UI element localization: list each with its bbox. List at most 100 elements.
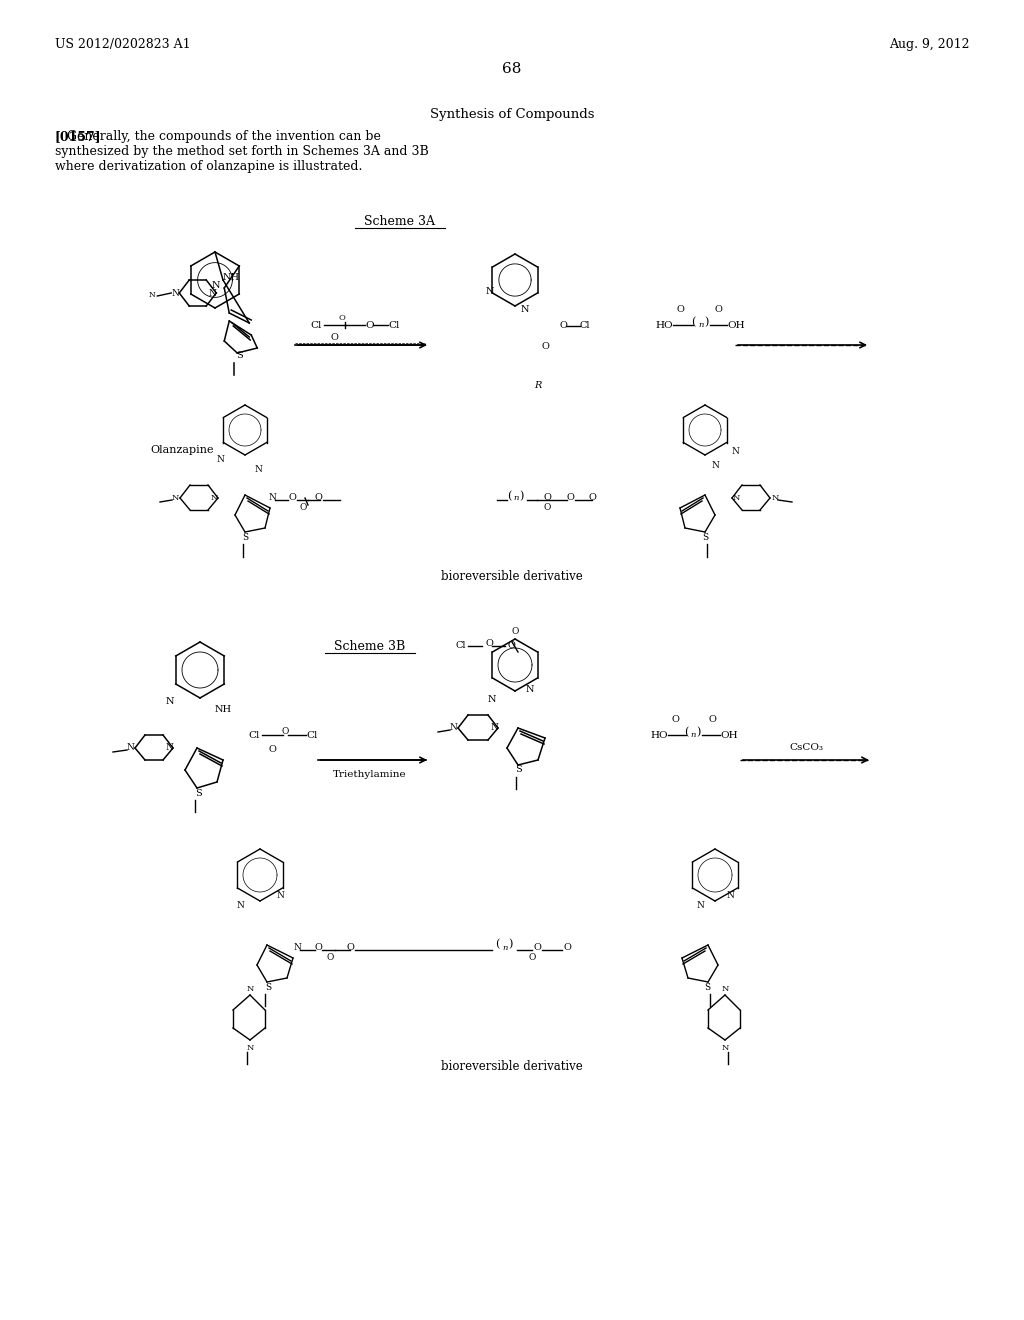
Text: O: O: [563, 944, 571, 953]
Text: N: N: [210, 494, 218, 502]
Text: Triethylamine: Triethylamine: [333, 770, 407, 779]
Text: O: O: [365, 321, 374, 330]
Text: N: N: [771, 494, 778, 502]
Text: Cl: Cl: [310, 321, 322, 330]
Text: O: O: [588, 494, 596, 503]
Text: ): ): [519, 491, 523, 502]
Text: S: S: [236, 351, 243, 360]
Text: N: N: [247, 985, 254, 993]
Text: N: N: [276, 891, 284, 899]
Text: O: O: [560, 321, 568, 330]
Text: n: n: [698, 321, 703, 329]
Text: S: S: [703, 982, 710, 991]
Text: O: O: [330, 333, 338, 342]
Text: O: O: [541, 342, 549, 351]
Text: O: O: [281, 727, 289, 737]
Text: N: N: [254, 466, 262, 474]
Text: N: N: [247, 1044, 254, 1052]
Text: CsCO₃: CsCO₃: [790, 743, 823, 752]
Text: O: O: [314, 494, 322, 503]
Text: O: O: [299, 503, 306, 512]
Text: Cl: Cl: [388, 321, 399, 330]
Text: S: S: [516, 766, 522, 775]
Text: O: O: [327, 953, 334, 962]
Text: Cl: Cl: [580, 321, 591, 330]
Text: [0157]: [0157]: [55, 129, 101, 143]
Text: O: O: [314, 944, 322, 953]
Text: S: S: [265, 982, 271, 991]
Text: N: N: [732, 494, 739, 502]
Text: ): ): [705, 317, 709, 327]
Text: N: N: [450, 723, 457, 733]
Text: O: O: [671, 715, 679, 725]
Text: O: O: [544, 503, 551, 512]
Text: (: (: [507, 491, 511, 502]
Text: O: O: [288, 494, 296, 503]
Text: S: S: [195, 788, 202, 797]
Text: N: N: [171, 289, 179, 297]
Text: Cl: Cl: [248, 730, 259, 739]
Text: N: N: [268, 494, 275, 503]
Text: N: N: [731, 447, 739, 457]
Text: NH: NH: [214, 705, 231, 714]
Text: O: O: [268, 744, 275, 754]
Text: (: (: [684, 727, 688, 737]
Text: OH: OH: [720, 730, 737, 739]
Text: N: N: [126, 743, 134, 752]
Text: N: N: [490, 723, 498, 733]
Text: O: O: [543, 494, 551, 503]
Text: n: n: [690, 731, 695, 739]
Text: N: N: [165, 743, 173, 752]
Text: O: O: [714, 305, 722, 314]
Text: Synthesis of Compounds: Synthesis of Compounds: [430, 108, 594, 121]
Text: Cl: Cl: [455, 640, 466, 649]
Text: N: N: [721, 985, 729, 993]
Text: O: O: [676, 305, 684, 314]
Text: bioreversible derivative: bioreversible derivative: [441, 570, 583, 583]
Text: (: (: [691, 317, 695, 327]
Text: Scheme 3B: Scheme 3B: [335, 640, 406, 653]
Text: Cl: Cl: [306, 730, 317, 739]
Text: n: n: [502, 944, 507, 952]
Text: N: N: [212, 281, 220, 289]
Text: N: N: [293, 944, 301, 953]
Text: N: N: [711, 461, 719, 470]
Text: N: N: [487, 696, 497, 705]
Text: O: O: [534, 944, 541, 953]
Text: R: R: [535, 380, 542, 389]
Text: O: O: [339, 314, 345, 322]
Text: HO: HO: [650, 730, 668, 739]
Text: S: S: [242, 533, 248, 543]
Text: N: N: [166, 697, 174, 706]
Text: S: S: [701, 533, 708, 543]
Text: N: N: [726, 891, 734, 899]
Text: O: O: [485, 639, 493, 648]
Text: NH: NH: [222, 272, 240, 281]
Text: N: N: [485, 288, 495, 297]
Text: N: N: [721, 1044, 729, 1052]
Text: N: N: [696, 900, 703, 909]
Text: N: N: [521, 305, 529, 314]
Text: O: O: [346, 944, 354, 953]
Text: n: n: [513, 494, 518, 502]
Text: bioreversible derivative: bioreversible derivative: [441, 1060, 583, 1073]
Text: US 2012/0202823 A1: US 2012/0202823 A1: [55, 38, 190, 51]
Text: Olanzapine: Olanzapine: [150, 445, 213, 455]
Text: HO: HO: [655, 321, 673, 330]
Text: O: O: [708, 715, 716, 725]
Text: N: N: [216, 455, 224, 465]
Text: N: N: [525, 685, 535, 694]
Text: (: (: [495, 939, 500, 949]
Text: Aug. 9, 2012: Aug. 9, 2012: [890, 38, 970, 51]
Text: N: N: [208, 289, 216, 297]
Text: O: O: [566, 494, 573, 503]
Text: 68: 68: [503, 62, 521, 77]
Text: Generally, the compounds of the invention can be
synthesized by the method set f: Generally, the compounds of the inventio…: [55, 129, 429, 173]
Text: O: O: [507, 642, 515, 651]
Text: Scheme 3A: Scheme 3A: [365, 215, 435, 228]
Text: O: O: [511, 627, 519, 636]
Text: ): ): [696, 727, 700, 737]
Text: N: N: [237, 900, 244, 909]
Text: ): ): [508, 939, 512, 949]
Text: N: N: [171, 494, 178, 502]
